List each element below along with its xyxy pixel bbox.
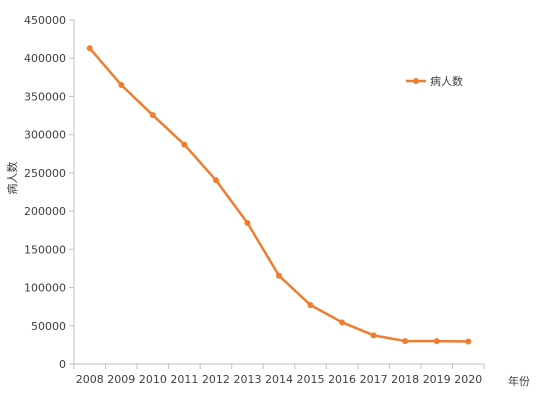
y-tick-label: 400000 bbox=[24, 52, 66, 65]
data-point bbox=[244, 219, 251, 226]
series-line bbox=[88, 47, 469, 343]
x-tick-label: 2018 bbox=[391, 373, 419, 386]
x-tick-label: 2020 bbox=[454, 373, 482, 386]
data-point bbox=[86, 45, 93, 52]
x-axis-title: 年份 bbox=[508, 374, 530, 388]
x-tick-label: 2013 bbox=[233, 373, 261, 386]
legend: 病人数 bbox=[406, 74, 463, 88]
x-tick-label: 2012 bbox=[202, 373, 230, 386]
x-tick-label: 2008 bbox=[76, 373, 104, 386]
data-point bbox=[339, 319, 346, 326]
legend-marker bbox=[413, 78, 419, 84]
y-tick-label: 100000 bbox=[24, 282, 66, 295]
y-tick-label: 0 bbox=[59, 358, 66, 371]
y-tick-label: 450000 bbox=[24, 14, 66, 27]
x-tick-label: 2019 bbox=[423, 373, 451, 386]
data-point bbox=[149, 112, 156, 119]
series-layer bbox=[86, 45, 472, 345]
x-tick-label: 2011 bbox=[170, 373, 198, 386]
y-tick-label: 200000 bbox=[24, 205, 66, 218]
data-point bbox=[118, 81, 125, 88]
x-tick-label: 2016 bbox=[328, 373, 356, 386]
data-point bbox=[276, 272, 282, 279]
x-tick-label: 2015 bbox=[297, 373, 325, 386]
y-tick-label: 50000 bbox=[31, 320, 66, 333]
data-point bbox=[465, 338, 472, 345]
x-tick-label: 2017 bbox=[360, 373, 388, 386]
x-axis: 2008 2009 2010 2011 2012 2013 2014 2015 2016 2017… bbox=[73, 363, 485, 386]
y-axis: 0 50000 100000 150000 200000 250000 300000 3500… bbox=[24, 14, 75, 371]
y-tick-label: 300000 bbox=[24, 129, 66, 142]
x-tick-label: 2010 bbox=[139, 373, 167, 386]
data-point bbox=[212, 177, 219, 184]
y-tick-label: 150000 bbox=[24, 243, 66, 256]
data-point bbox=[181, 141, 188, 148]
data-point bbox=[370, 332, 377, 339]
data-point bbox=[402, 338, 409, 345]
data-point bbox=[433, 338, 440, 345]
y-axis-title: 病人数 bbox=[5, 162, 19, 195]
y-tick-label: 350000 bbox=[24, 90, 66, 103]
x-tick-label: 2009 bbox=[107, 373, 135, 386]
y-tick-label: 250000 bbox=[24, 167, 66, 180]
legend-label: 病人数 bbox=[430, 74, 463, 88]
data-point bbox=[307, 302, 314, 309]
x-tick-label: 2014 bbox=[265, 373, 293, 386]
